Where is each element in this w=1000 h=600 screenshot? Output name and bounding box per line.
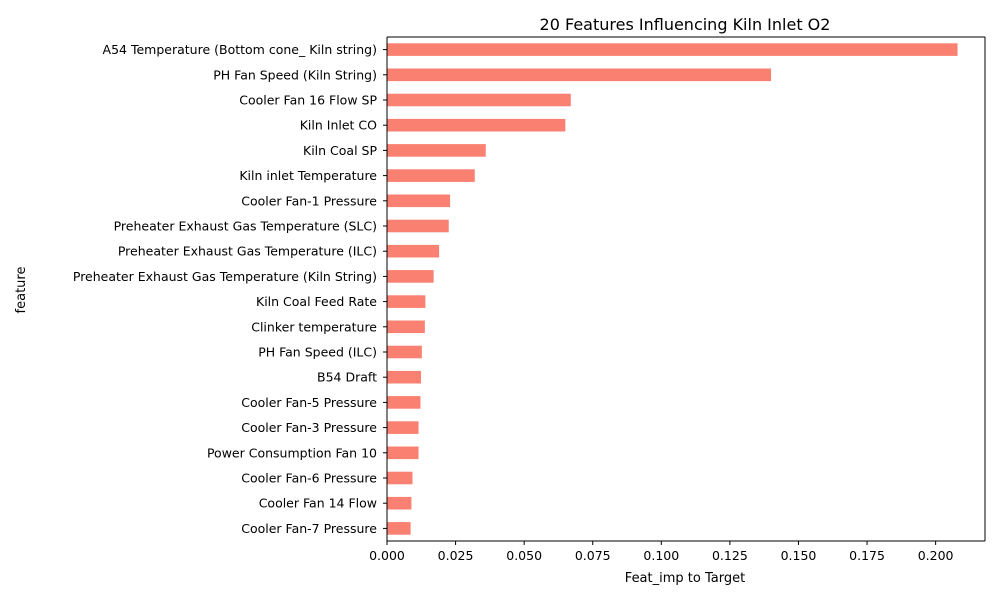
y-tick-label: Kiln Coal Feed Rate: [256, 294, 377, 309]
bar: [387, 522, 411, 535]
y-tick-label: PH Fan Speed (ILC): [258, 345, 377, 360]
x-tick-label: 0.000: [369, 548, 405, 563]
y-tick-label: PH Fan Speed (Kiln String): [213, 67, 377, 82]
y-tick-label: Cooler Fan 14 Flow: [259, 496, 377, 511]
y-tick-label: Cooler Fan-5 Pressure: [241, 395, 377, 410]
bar: [387, 295, 426, 308]
y-tick-label: Cooler Fan-3 Pressure: [241, 420, 377, 435]
x-axis-label: Feat_imp to Target: [625, 571, 745, 586]
bar: [387, 68, 772, 82]
bar: [387, 144, 486, 157]
y-tick-label: Kiln Inlet CO: [300, 118, 377, 133]
bars-group: [387, 43, 958, 535]
bar: [387, 396, 421, 409]
x-axis: 0.000 0.025 0.050 0.075 0.100 0.125 0.150 0.175…: [369, 541, 954, 563]
y-tick-label: Clinker temperature: [251, 319, 377, 334]
chart-title: 20 Features Influencing Kiln Inlet O2: [540, 15, 831, 34]
bar: [387, 93, 571, 107]
bar: [387, 496, 412, 510]
y-tick-label: Kiln Coal SP: [303, 143, 377, 158]
y-tick-label: Preheater Exhaust Gas Temperature (SLC): [114, 219, 377, 234]
x-tick-label: 0.175: [849, 548, 885, 563]
x-tick-label: 0.200: [918, 548, 954, 563]
y-tick-label: A54 Temperature (Bottom cone_ Kiln strin…: [103, 42, 377, 57]
x-tick-label: 0.075: [575, 548, 611, 563]
y-tick-label: B54 Draft: [317, 370, 377, 385]
bar: [387, 370, 422, 384]
y-tick-label: Cooler Fan-6 Pressure: [241, 471, 377, 486]
bar: [387, 345, 422, 359]
y-axis-label: feature: [14, 267, 29, 314]
bar: [387, 446, 419, 460]
bar: [387, 471, 413, 485]
bar: [387, 43, 958, 56]
y-tick-label: Kiln inlet Temperature: [239, 168, 377, 183]
x-tick-label: 0.025: [438, 548, 474, 563]
x-tick-label: 0.050: [506, 548, 542, 563]
bar: [387, 320, 425, 334]
bar: [387, 118, 566, 132]
y-tick-label: Cooler Fan-1 Pressure: [241, 193, 377, 208]
y-tick-label: Cooler Fan 16 Flow SP: [239, 93, 377, 108]
bar: [387, 244, 440, 258]
y-axis: A54 Temperature (Bottom cone_ Kiln strin…: [73, 42, 387, 536]
y-tick-label: Preheater Exhaust Gas Temperature (Kiln …: [73, 269, 377, 284]
bar: [387, 169, 475, 182]
bar: [387, 270, 434, 283]
y-tick-label: Power Consumption Fan 10: [207, 445, 377, 460]
bar: [387, 421, 419, 434]
x-tick-label: 0.100: [643, 548, 679, 563]
y-tick-label: Cooler Fan-7 Pressure: [241, 521, 377, 536]
x-tick-label: 0.125: [712, 548, 748, 563]
bar: [387, 194, 451, 208]
x-tick-label: 0.150: [781, 548, 817, 563]
y-tick-label: Preheater Exhaust Gas Temperature (ILC): [118, 244, 377, 259]
bar: [387, 219, 449, 233]
